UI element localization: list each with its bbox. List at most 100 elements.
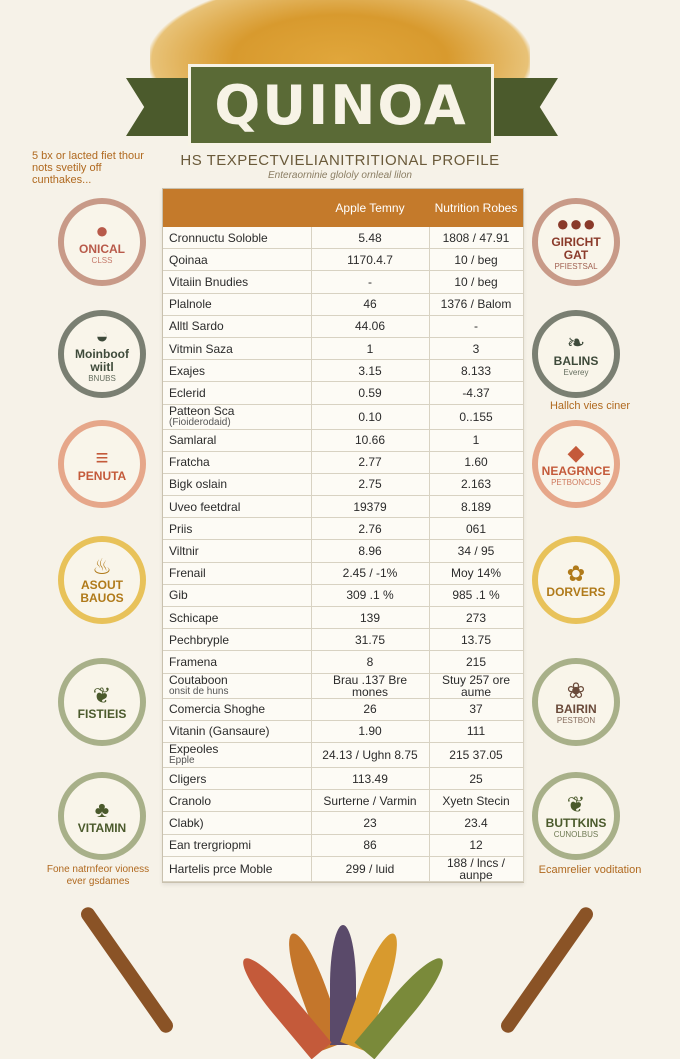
nutrient-sublabel: onsit de huns <box>169 685 229 697</box>
badge-label: Moinboof wiitl <box>75 347 129 374</box>
table-row: Viltnir 8.96 34 / 95 <box>163 539 524 563</box>
nutrient-label: Patteon Sca <box>169 403 235 418</box>
value-cell-b: 1 <box>429 429 524 452</box>
nutrient-label: Hartelis prce Moble <box>169 861 273 876</box>
value-cell-b: 8.189 <box>429 495 524 519</box>
table-row: Fratcha 2.77 1.60 <box>163 451 524 474</box>
value-cell-a: 24.13 / Ughn 8.75 <box>311 742 430 768</box>
nutrient-label: Vitanin (Gansaure) <box>169 724 270 739</box>
value-cell-a: 1.90 <box>311 720 430 743</box>
nutrient-name: Vitmin Saza <box>163 337 312 361</box>
table-row: Vitmin Saza 1 3 <box>163 337 524 361</box>
value-cell-b: 2.163 <box>429 473 524 497</box>
nutrient-name: Schicape <box>163 606 312 630</box>
pot-icon: ♨ <box>92 554 112 579</box>
wooden-spoon-right <box>498 904 596 1036</box>
top-note: 5 bx or lacted fiet thour nots svetily o… <box>32 150 144 186</box>
badge-label: FISTIEIS <box>77 706 127 721</box>
value-cell-b: 188 / lncs / aunpe <box>429 856 524 882</box>
value-cell-a: 1 <box>311 337 430 361</box>
table-row: Eclerid 0.59 -4.37 <box>163 381 524 405</box>
herb-icon: ❧ <box>566 329 586 355</box>
value-cell-a: 31.75 <box>311 628 430 652</box>
value-cell-a: 0.59 <box>311 381 430 405</box>
value-cell-a: - <box>311 270 430 294</box>
nutrient-name: Pechbryple <box>163 628 312 652</box>
value-cell-a: 2.75 <box>311 473 430 497</box>
value-cell-a: 3.15 <box>311 359 430 383</box>
branch-icon: ❦ <box>566 791 586 817</box>
value-cell-a: 5.48 <box>311 227 430 250</box>
table-row: Schicape 139 273 <box>163 606 524 630</box>
badge-sublabel: PESTBON <box>556 715 596 725</box>
table-row: Plalnole 46 1376 / Balom <box>163 293 524 316</box>
table-row: Samlaral 10.66 1 <box>163 429 524 452</box>
table-row: Qoinaa 1170.4.7 10 / beg <box>163 248 524 272</box>
badge-label: BUTTKINS <box>545 815 607 830</box>
page-subtitle-small: Enteraorninie glololy ornleal lilon <box>268 170 412 181</box>
table-row: Patteon Sca (Fioiderodaid) 0.10 0..155 <box>163 403 524 430</box>
value-cell-b: 0..155 <box>429 404 524 430</box>
value-cell-a: 139 <box>311 606 430 630</box>
nutrient-name: Hartelis prce Moble <box>163 856 312 882</box>
value-cell-b: -4.37 <box>429 381 524 405</box>
nutrient-name: Frenail <box>163 562 312 585</box>
badge-label: VITAMIN <box>77 820 127 835</box>
table-row: Exajes 3.15 8.133 <box>163 359 524 383</box>
badge-seed: ◆ NEAGRNCE PETBONCUS <box>532 420 620 508</box>
nutrient-label: Cligers <box>169 771 207 786</box>
value-cell-a: 1170.4.7 <box>311 248 430 272</box>
badge-label: BALINS <box>553 353 599 368</box>
nutrient-label: Alltl Sardo <box>169 319 224 334</box>
flower-icon: ✿ <box>566 560 586 586</box>
value-cell-b: 985 .1 % <box>429 584 524 608</box>
nutrient-name: Uveo feetdral <box>163 495 312 519</box>
table-row: Bigk oslain 2.75 2.163 <box>163 473 524 497</box>
table-row: Hartelis prce Moble 299 / luid 188 / lncs … <box>163 856 524 882</box>
value-cell-b: 3 <box>429 337 524 361</box>
badge-bowl: ◒ Moinboof wiitl BNUBS <box>58 310 146 398</box>
value-cell-b: 1376 / Balom <box>429 293 524 316</box>
value-cell-a: 8.96 <box>311 539 430 563</box>
nutrient-name: Eclerid <box>163 381 312 405</box>
value-cell-b: 111 <box>429 720 524 743</box>
table-row: Cligers 113.49 25 <box>163 767 524 791</box>
value-cell-a: Brau .137 Bre mones <box>311 673 430 699</box>
badge-sublabel: BNUBS <box>88 374 116 383</box>
nutrient-label: Frenail <box>169 566 206 581</box>
nutrient-label: Bigk oslain <box>169 477 228 492</box>
badge-pot: ♨ ASOUT BAUOS <box>58 536 146 624</box>
nutrient-name: Clabk) <box>163 811 312 835</box>
wooden-spoon-left <box>78 904 176 1036</box>
nutrient-name: Priis <box>163 517 312 541</box>
banner-ribbon-left <box>126 78 196 136</box>
badge-salad: ❀ BAIRIN PESTBON <box>532 658 620 746</box>
badge-sublabel: CLSS <box>91 255 113 265</box>
salad-icon: ❀ <box>566 677 586 703</box>
nutrient-name: Cranolo <box>163 789 312 813</box>
nutrient-name: Patteon Sca (Fioiderodaid) <box>163 403 312 430</box>
badge-label: DORVERS <box>546 584 606 599</box>
nutrient-label: Qoinaa <box>169 252 208 267</box>
nutrient-name: Ean trergriopmi <box>163 834 312 857</box>
value-cell-a: 2.76 <box>311 517 430 541</box>
nutrient-label: Expeoles <box>169 741 219 756</box>
nutrient-label: Framena <box>169 654 218 669</box>
table-row: Vitanin (Gansaure) 1.90 111 <box>163 720 524 743</box>
nutrient-sublabel: Epple <box>169 754 195 766</box>
table-row: Alltl Sardo 44.06- <box>163 315 524 338</box>
value-cell-b: 1808 / 47.91 <box>429 227 524 250</box>
left-bottom-note: Fone natrnfeor vioness ever gsdames <box>46 864 150 887</box>
value-cell-a: 23 <box>311 811 430 835</box>
table-row: Priis 2.76 061 <box>163 517 524 541</box>
value-cell-b: 215 <box>429 650 524 674</box>
nutrient-name: Coutaboon onsit de huns <box>163 673 312 699</box>
nutrient-label: Clabk) <box>169 815 204 830</box>
value-cell-a: 10.66 <box>311 429 430 452</box>
leaf-icon: ❦ <box>92 682 112 708</box>
nutrient-label: Cranolo <box>169 793 212 808</box>
sprout-icon: ♣ <box>94 796 110 822</box>
nutrient-name: Cligers <box>163 767 312 791</box>
table-row: Framena 8 215 <box>163 650 524 674</box>
value-cell-b: 8.133 <box>429 359 524 383</box>
